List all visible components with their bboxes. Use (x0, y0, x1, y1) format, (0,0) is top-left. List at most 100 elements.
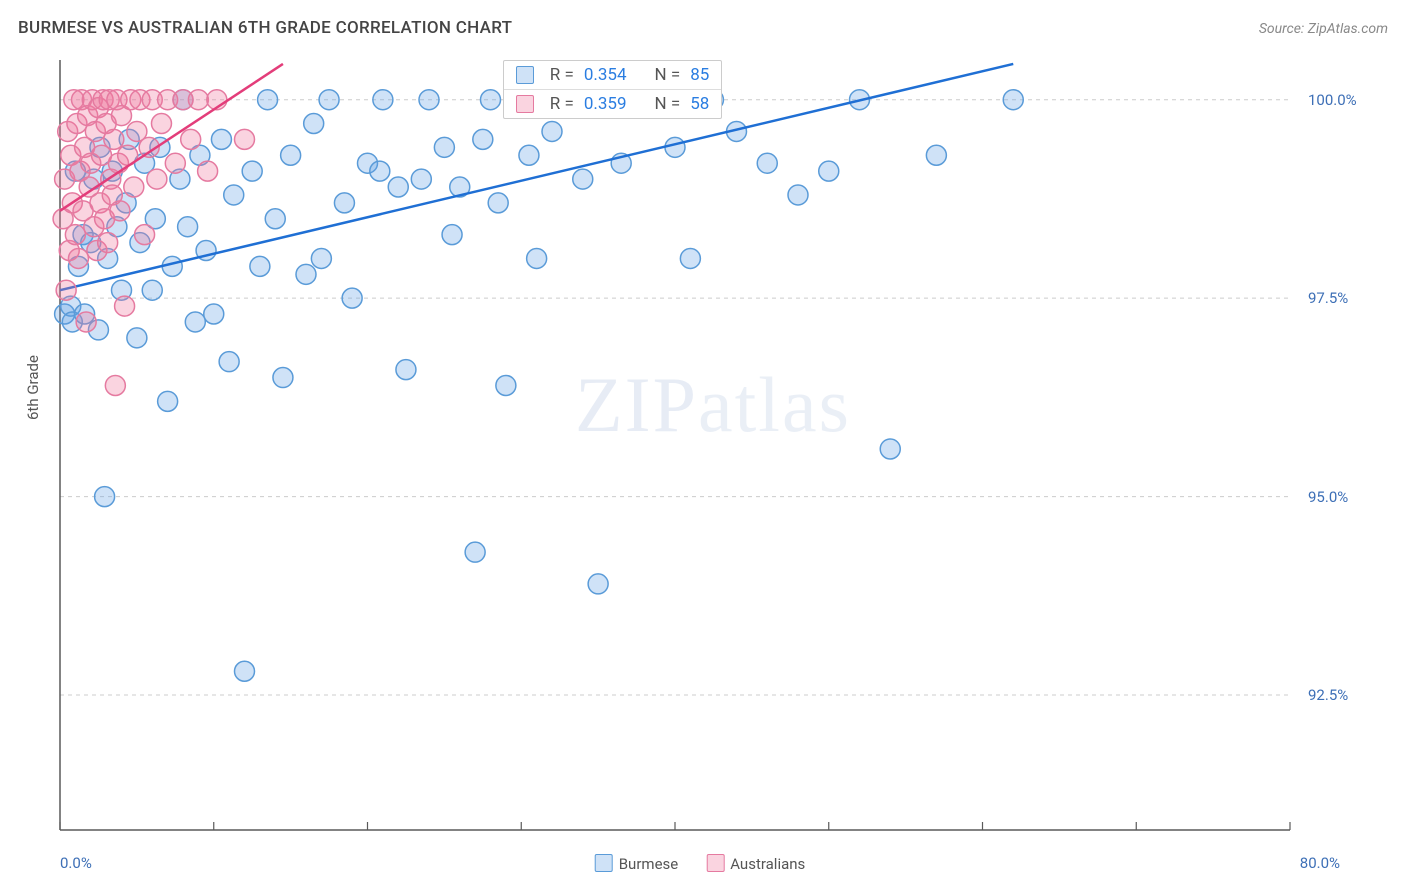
n-value: 85 (690, 65, 709, 85)
data-point (788, 185, 808, 205)
data-point (124, 177, 144, 197)
data-point (527, 248, 547, 268)
series-swatch (516, 95, 534, 113)
data-point (757, 153, 777, 173)
data-point (296, 264, 316, 284)
y-tick-label: 92.5% (1308, 686, 1348, 704)
y-tick-label: 95.0% (1308, 488, 1348, 506)
data-point (104, 129, 124, 149)
data-point (373, 90, 393, 110)
data-point (411, 169, 431, 189)
data-point (588, 574, 608, 594)
y-tick-label: 100.0% (1308, 91, 1357, 109)
data-point (110, 201, 130, 221)
legend-item: Australians (706, 854, 805, 873)
correlation-stat-box: R = 0.354 N = 85 R = 0.359 N = 58 (503, 60, 723, 119)
data-point (95, 487, 115, 507)
data-point (98, 233, 118, 253)
data-point (388, 177, 408, 197)
data-point (370, 161, 390, 181)
data-point (342, 288, 362, 308)
data-point (473, 129, 493, 149)
data-point (235, 661, 255, 681)
series-swatch (595, 854, 613, 872)
data-point (115, 296, 135, 316)
data-point (151, 114, 171, 134)
data-point (465, 542, 485, 562)
x-axis-footer: 0.0% Burmese Australians 80.0% (60, 848, 1340, 878)
legend-item: Burmese (595, 854, 679, 873)
data-point (211, 129, 231, 149)
data-point (442, 225, 462, 245)
chart-source: Source: ZipAtlas.com (1259, 21, 1388, 37)
data-point (258, 90, 278, 110)
data-point (235, 129, 255, 149)
data-point (396, 360, 416, 380)
data-point (311, 248, 331, 268)
r-value: 0.354 (584, 65, 627, 85)
series-swatch (516, 66, 534, 84)
data-point (488, 193, 508, 213)
r-label: R = (550, 65, 574, 85)
series-legend: Burmese Australians (595, 854, 806, 873)
data-point (273, 368, 293, 388)
data-point (573, 169, 593, 189)
data-point (496, 375, 516, 395)
chart-header: BURMESE VS AUSTRALIAN 6TH GRADE CORRELAT… (18, 18, 1388, 38)
data-point (105, 375, 125, 395)
data-point (319, 90, 339, 110)
data-point (185, 312, 205, 332)
data-point (880, 439, 900, 459)
series-australians (53, 64, 283, 395)
data-point (819, 161, 839, 181)
data-point (434, 137, 454, 157)
data-point (304, 114, 324, 134)
data-point (68, 248, 88, 268)
data-point (926, 145, 946, 165)
data-point (419, 90, 439, 110)
y-axis-label: 6th Grade (24, 355, 42, 420)
data-point (334, 193, 354, 213)
n-label: N = (655, 65, 681, 85)
data-point (142, 280, 162, 300)
x-axis-min-label: 0.0% (60, 854, 92, 872)
series-swatch (706, 854, 724, 872)
data-point (76, 312, 96, 332)
data-point (204, 304, 224, 324)
data-point (481, 90, 501, 110)
data-point (224, 185, 244, 205)
data-point (178, 217, 198, 237)
data-point (680, 248, 700, 268)
data-point (281, 145, 301, 165)
data-point (198, 161, 218, 181)
data-point (65, 225, 85, 245)
data-point (542, 121, 562, 141)
data-point (147, 169, 167, 189)
data-point (158, 391, 178, 411)
data-point (56, 280, 76, 300)
data-point (1003, 90, 1023, 110)
data-point (165, 153, 185, 173)
n-value: 58 (690, 94, 709, 114)
plot-area: 92.5%95.0%97.5%100.0% R =0.354N =85R =0.… (60, 60, 1340, 830)
data-point (519, 145, 539, 165)
chart-title: BURMESE VS AUSTRALIAN 6TH GRADE CORRELAT… (18, 18, 512, 38)
data-point (181, 129, 201, 149)
series-burmese (55, 64, 1024, 681)
data-point (135, 225, 155, 245)
x-axis-max-label: 80.0% (1300, 854, 1340, 872)
r-label: R = (550, 94, 574, 114)
data-point (265, 209, 285, 229)
data-point (250, 256, 270, 276)
r-value: 0.359 (584, 94, 627, 114)
stat-row: R = 0.354 N = 85 (504, 61, 722, 90)
n-label: N = (655, 94, 681, 114)
legend-label: Australians (730, 855, 805, 873)
stat-row: R = 0.359 N = 58 (504, 90, 722, 118)
scatter-chart (60, 60, 1290, 830)
legend-label: Burmese (619, 855, 679, 873)
data-point (127, 328, 147, 348)
y-tick-label: 97.5% (1308, 289, 1348, 307)
data-point (665, 137, 685, 157)
data-point (188, 90, 208, 110)
